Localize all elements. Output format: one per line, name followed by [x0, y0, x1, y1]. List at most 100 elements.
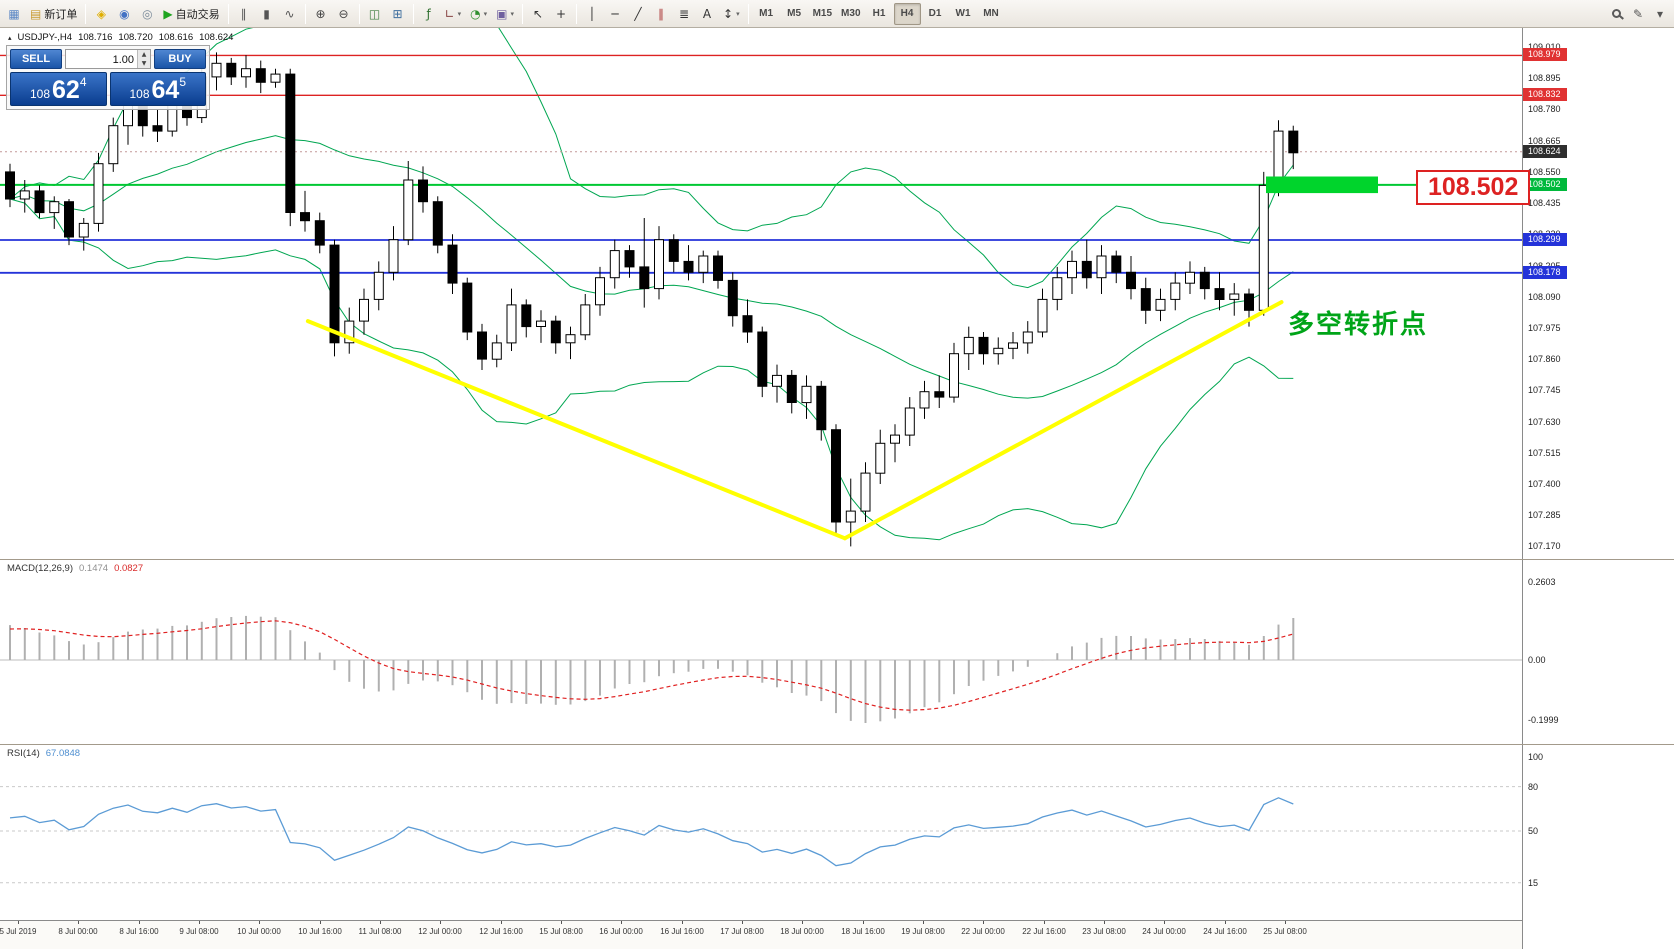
timeframe-h1-button[interactable]: H1 [872, 8, 886, 19]
timeframe-m15-button[interactable]: M15 [812, 8, 833, 19]
buy-button[interactable]: BUY [154, 49, 206, 69]
time-label: 24 Jul 16:00 [1203, 927, 1247, 936]
magnifier-icon [1611, 9, 1621, 18]
sell-price-pips: 62 [52, 76, 80, 104]
tile-windows-icon: ◫ [368, 6, 381, 21]
ohlc-open: 108.716 [78, 32, 113, 43]
market-watch-button[interactable]: ◈ [90, 3, 112, 25]
price-axis[interactable]: 109.010 108.895 108.780 108.665 108.550 108.4… [1522, 28, 1674, 949]
timeframe-m1-button[interactable]: M1 [759, 8, 774, 19]
options-button[interactable]: ▾ [1649, 3, 1671, 25]
ohlc-low: 108.616 [158, 32, 194, 43]
terminal-icon: ◎ [142, 6, 153, 21]
terminal-button[interactable]: ◎ [136, 3, 158, 25]
time-label: 18 Jul 00:00 [780, 927, 824, 936]
cascade-windows-button[interactable]: ⊞ [387, 3, 409, 25]
macd-signal-value: 0.0827 [114, 563, 144, 574]
rsi-panel-canvas[interactable] [0, 745, 1522, 920]
trendline-button[interactable]: ╱ [627, 3, 649, 25]
toolbar-separator [85, 3, 87, 24]
edit-button[interactable]: ✎ [1627, 3, 1649, 25]
chart-icon: ▴ [8, 33, 12, 42]
periods-icon: ◔ [470, 6, 481, 21]
volume-stepper[interactable]: ▲ ▼ [137, 50, 150, 68]
time-tick [440, 921, 441, 924]
fibonacci-button[interactable]: ≣ [673, 3, 695, 25]
toolbar-separator [304, 3, 306, 24]
templates-button[interactable]: ▣ ▾ [492, 3, 518, 25]
time-tick [1164, 921, 1165, 924]
timeframe-m30-button[interactable]: M30 [841, 8, 861, 19]
time-label: 24 Jul 00:00 [1142, 927, 1186, 936]
timeframe-m5-button[interactable]: M5 [787, 8, 802, 19]
time-label: 19 Jul 08:00 [901, 927, 945, 936]
time-tick [1285, 921, 1286, 924]
spin-up-icon[interactable]: ▲ [138, 50, 150, 59]
time-label: 8 Jul 16:00 [119, 927, 159, 936]
price-tick: 107.630 [1528, 417, 1561, 427]
vertical-line-icon: │ [588, 6, 596, 21]
cursor-button[interactable]: ↖ [527, 3, 549, 25]
spin-down-icon[interactable]: ▼ [138, 59, 150, 68]
rsi-value: 67.0848 [45, 748, 81, 759]
indicator-list-button[interactable]: ∟ ▾ [441, 3, 466, 25]
price-tick: 108.550 [1528, 167, 1561, 177]
indicators-button[interactable]: ƒ [418, 3, 440, 25]
buy-price-button[interactable]: 108 64 5 [109, 72, 206, 106]
bar-chart-button[interactable]: ∥ [233, 3, 255, 25]
time-tick [380, 921, 381, 924]
trendline-icon: ╱ [634, 6, 642, 21]
indicator-list-icon: ∟ [444, 6, 455, 21]
time-label: 16 Jul 00:00 [599, 927, 643, 936]
time-tick [561, 921, 562, 924]
line-chart-icon: ∿ [284, 6, 295, 21]
horizontal-line-button[interactable]: ─ [604, 3, 626, 25]
volume-value[interactable]: 1.00 [112, 54, 134, 66]
time-label: 11 Jul 08:00 [358, 927, 402, 936]
autotrading-button[interactable]: ▶ 自动交易 [159, 3, 223, 25]
sell-price-button[interactable]: 108 62 4 [10, 72, 107, 106]
timeframe-w1-button[interactable]: W1 [955, 8, 971, 19]
symbol-name: USDJPY-,H4 [17, 32, 73, 43]
timeframe-h4-button[interactable]: H4 [893, 2, 921, 25]
timeframe-mn-button[interactable]: MN [983, 8, 999, 19]
new-order-label: 新订单 [44, 8, 78, 21]
price-chart-canvas[interactable] [0, 28, 1522, 560]
line-chart-button[interactable]: ∿ [279, 3, 301, 25]
search-button[interactable] [1605, 3, 1627, 25]
new-order-button[interactable]: ▤ 新订单 [26, 3, 81, 25]
price-tick: 107.745 [1528, 385, 1561, 395]
zoom-out-button[interactable]: ⊖ [333, 3, 355, 25]
dropdown-arrow-icon: ▾ [736, 9, 740, 18]
toolbar-right-group: ✎ ▾ [1605, 3, 1671, 25]
new-chart-button[interactable]: ▦ [3, 3, 25, 25]
text-icon: A [702, 6, 712, 21]
navigator-button[interactable]: ◉ [113, 3, 135, 25]
volume-field[interactable]: 1.00 ▲ ▼ [65, 49, 151, 69]
vertical-line-button[interactable]: │ [581, 3, 603, 25]
channel-button[interactable]: ∥ [650, 3, 672, 25]
zoom-in-button[interactable]: ⊕ [310, 3, 332, 25]
toolbar-separator [358, 3, 360, 24]
time-label: 8 Jul 00:00 [58, 927, 98, 936]
key-level-price-tag: 108.502 [1523, 178, 1567, 191]
arrows-button[interactable]: ↕ ▾ [719, 3, 744, 25]
candlestick-chart-button[interactable]: ▮ [256, 3, 278, 25]
timeframe-d1-button[interactable]: D1 [928, 8, 942, 19]
price-tick: 107.515 [1528, 448, 1561, 458]
tile-windows-button[interactable]: ◫ [364, 3, 386, 25]
crosshair-button[interactable]: + [550, 3, 572, 25]
panel-separator-rsi[interactable] [0, 744, 1674, 745]
periods-button[interactable]: ◔ ▾ [466, 3, 491, 25]
dropdown-arrow-icon: ▾ [510, 9, 515, 18]
sell-button[interactable]: SELL [10, 49, 62, 69]
time-tick [1044, 921, 1045, 924]
candlestick-chart-icon: ▮ [263, 6, 270, 21]
resistance-price-tag-2: 108.832 [1523, 88, 1567, 101]
time-tick [259, 921, 260, 924]
time-axis[interactable]: 5 Jul 2019 8 Jul 00:00 8 Jul 16:00 9 Jul 08… [0, 920, 1522, 949]
panel-separator-macd[interactable] [0, 559, 1674, 560]
text-button[interactable]: A [696, 3, 718, 25]
macd-panel-canvas[interactable] [0, 560, 1522, 745]
time-label: 5 Jul 2019 [0, 927, 37, 936]
